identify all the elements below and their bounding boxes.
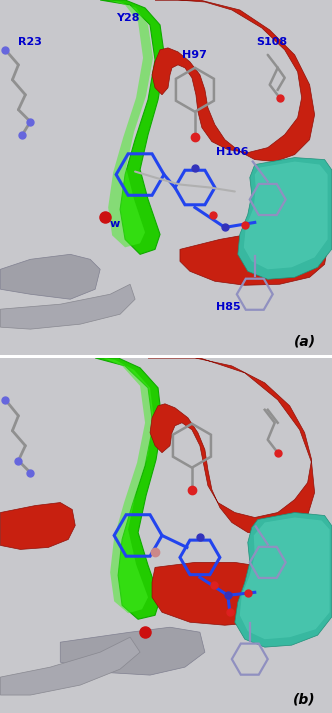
Polygon shape	[0, 503, 75, 550]
Text: (b): (b)	[293, 692, 316, 706]
Polygon shape	[0, 284, 135, 329]
Polygon shape	[240, 518, 330, 639]
Text: S108: S108	[256, 37, 287, 47]
Text: H85: H85	[215, 302, 240, 312]
Polygon shape	[152, 563, 295, 625]
Polygon shape	[244, 162, 328, 270]
Polygon shape	[0, 0, 332, 355]
Polygon shape	[148, 358, 315, 535]
Polygon shape	[238, 158, 332, 279]
Polygon shape	[103, 358, 154, 613]
Text: Y28: Y28	[116, 13, 140, 23]
Polygon shape	[60, 627, 205, 675]
Polygon shape	[0, 358, 332, 713]
Polygon shape	[0, 637, 140, 695]
Polygon shape	[95, 358, 162, 620]
Polygon shape	[152, 0, 315, 162]
Polygon shape	[0, 255, 100, 299]
Text: H106: H106	[215, 147, 248, 157]
Polygon shape	[235, 513, 332, 647]
Polygon shape	[100, 0, 165, 255]
Text: R23: R23	[18, 37, 42, 47]
Text: w: w	[110, 220, 120, 230]
Text: H97: H97	[183, 50, 208, 60]
Polygon shape	[108, 0, 153, 247]
Polygon shape	[180, 230, 328, 285]
Text: (a): (a)	[293, 334, 316, 348]
